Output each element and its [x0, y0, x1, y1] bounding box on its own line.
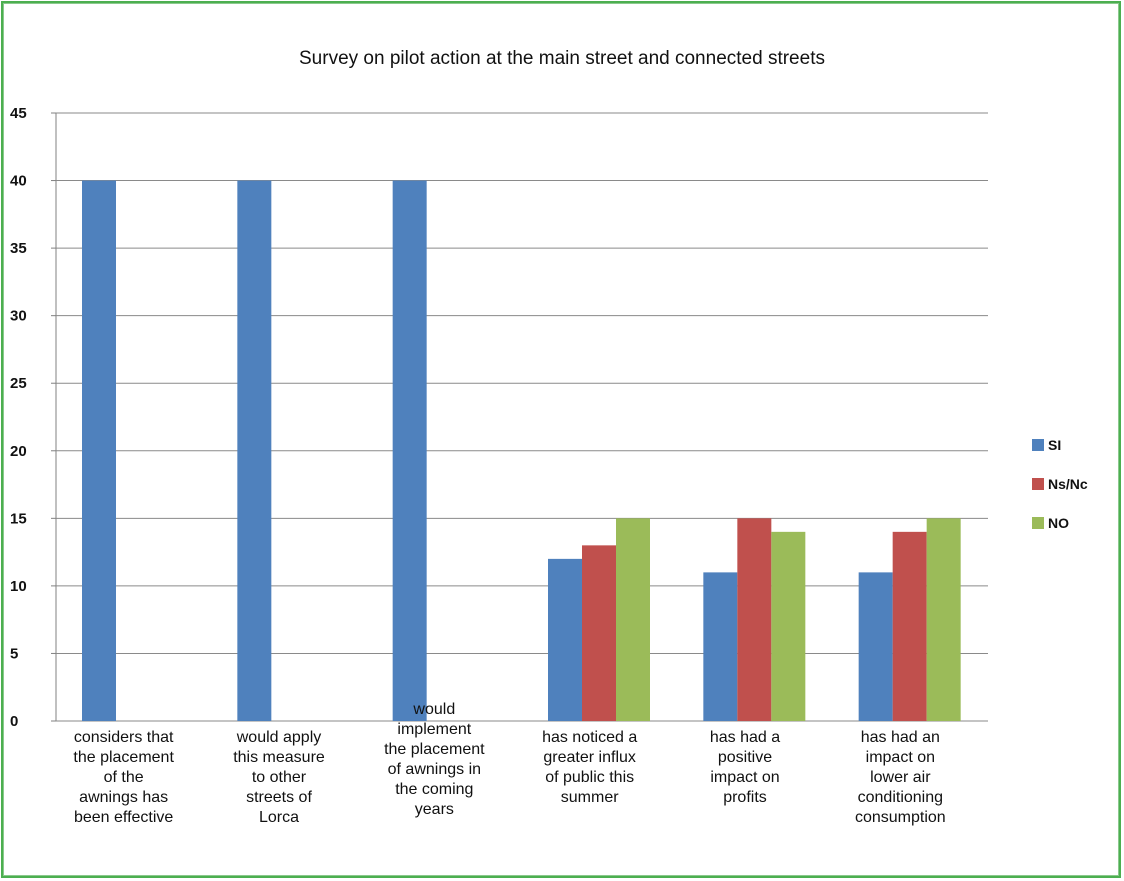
x-category-label-line: streets of	[246, 789, 312, 806]
bar-si-4	[548, 558, 582, 721]
x-category-label-line: has had a	[709, 729, 781, 746]
x-category-label-line: implement	[397, 721, 472, 738]
legend-swatch-nsnc	[1032, 478, 1044, 490]
legend-item-no: NO	[1032, 512, 1088, 534]
x-category-label: would implement the placement of awnings in…	[359, 700, 509, 820]
x-category-label-line: conditioning	[857, 789, 944, 806]
x-category-label-line: to other	[251, 769, 307, 786]
bar-nsnc-5	[737, 518, 772, 721]
x-category-label-line: years	[414, 801, 454, 818]
x-category-label: has had an impact on lower air conditioning…	[825, 728, 975, 828]
y-tick-label: 10	[10, 578, 27, 595]
x-category-label-line: positive	[717, 749, 773, 766]
x-category-label-line: profits	[723, 789, 767, 806]
legend-swatch-si	[1032, 439, 1044, 451]
x-category-label-line: the placement	[73, 749, 174, 766]
bar-si-1	[82, 180, 116, 722]
x-category-label-line: impact on	[710, 769, 780, 786]
x-category-label-line: would	[413, 701, 456, 718]
legend-label-si: SI	[1048, 437, 1062, 453]
y-tick-label: 0	[10, 713, 18, 730]
legend-swatch-no	[1032, 517, 1044, 529]
x-category-label-line: the coming	[395, 781, 474, 798]
chart-legend: SI Ns/Nc NO	[1032, 434, 1088, 551]
x-category-label-line: this measure	[233, 749, 325, 766]
x-category-label-line: awnings has	[79, 789, 169, 806]
y-tick-label: 45	[10, 105, 27, 122]
y-tick-label: 5	[10, 645, 18, 662]
x-category-label-line: Lorca	[258, 809, 300, 826]
x-category-label-line: of awnings in	[387, 761, 482, 778]
bar-si-5	[703, 572, 738, 721]
x-category-label-line: of the	[103, 769, 144, 786]
bar-si-2	[237, 180, 272, 722]
x-category-label-line: has had an	[860, 729, 940, 746]
x-category-label-line: has noticed a	[542, 729, 638, 746]
bar-nsnc-6	[892, 531, 927, 721]
legend-item-si: SI	[1032, 434, 1088, 456]
x-category-label-line: been effective	[73, 809, 174, 826]
x-category-label: would apply this measure to other streets o…	[204, 728, 354, 828]
bar-nsnc-4	[582, 545, 616, 721]
x-category-label-line: lower air	[870, 769, 931, 786]
y-tick-label: 20	[10, 443, 27, 460]
y-tick-label: 25	[10, 375, 27, 392]
bar-no-6	[926, 518, 961, 721]
x-category-label: has noticed a greater influx of public thi…	[515, 728, 665, 808]
x-category-label-line: consumption	[854, 809, 946, 826]
legend-label-nsnc: Ns/Nc	[1048, 476, 1088, 492]
legend-label-no: NO	[1048, 515, 1069, 531]
x-category-label-line: considers that	[73, 729, 174, 746]
chart-title: Survey on pilot action at the main stree…	[299, 48, 825, 69]
y-tick-label: 30	[10, 308, 27, 325]
x-category-label: has had a positive impact on profits	[670, 728, 820, 808]
x-category-label-line: the placement	[384, 741, 485, 758]
y-tick-label: 15	[10, 510, 27, 527]
x-category-label-line: impact on	[865, 749, 936, 766]
x-category-label-line: greater influx	[543, 749, 636, 766]
legend-item-nsnc: Ns/Nc	[1032, 473, 1088, 495]
bar-si-6	[858, 572, 893, 721]
y-tick-label: 35	[10, 240, 27, 257]
x-category-label-line: summer	[560, 789, 619, 806]
y-tick-label: 40	[10, 173, 27, 190]
bar-no-5	[771, 531, 806, 721]
bar-si-3	[392, 180, 427, 722]
x-category-label: considers that the placement of the awnings…	[49, 728, 199, 828]
bar-no-4	[616, 518, 650, 721]
x-category-label-line: of public this	[545, 769, 635, 786]
x-category-label-line: would apply	[236, 729, 322, 746]
